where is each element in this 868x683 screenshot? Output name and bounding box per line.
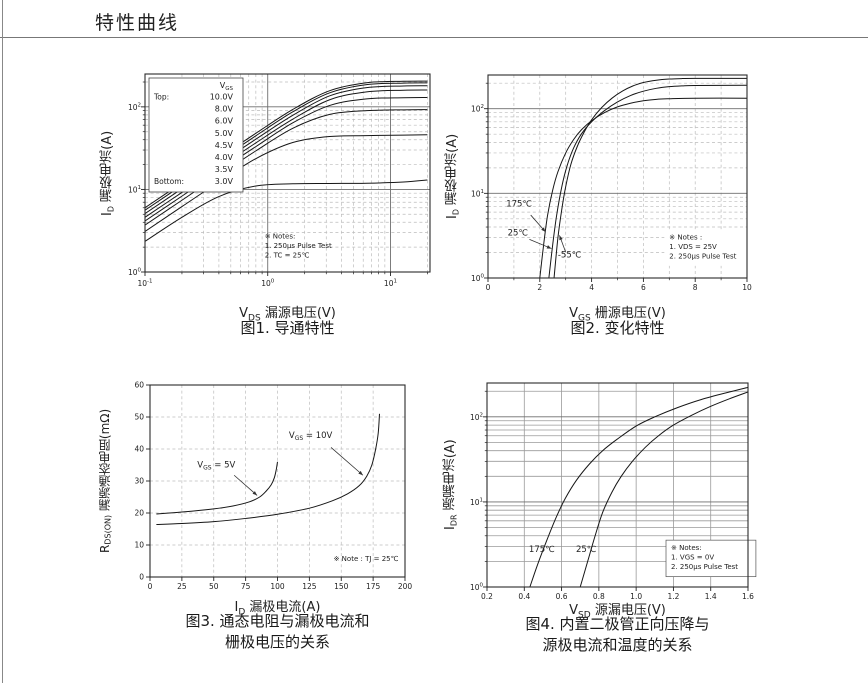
svg-text:0.6: 0.6 (556, 592, 568, 601)
svg-text:25: 25 (177, 582, 187, 591)
svg-text:※ Notes:: ※ Notes: (671, 544, 702, 552)
svg-text:0: 0 (139, 573, 144, 582)
svg-text:1. 250μs Pulse Test: 1. 250μs Pulse Test (265, 242, 332, 250)
svg-text:0.2: 0.2 (481, 592, 493, 601)
figure-4-body-diode: IDR 源漏电流(A) ※ Notes: 1. VGS = 0V 2. 250μs … (435, 370, 775, 680)
svg-text:102: 102 (470, 412, 483, 422)
svg-text:6: 6 (641, 283, 646, 292)
svg-text:0.8: 0.8 (593, 592, 605, 601)
svg-text:4: 4 (589, 283, 594, 292)
chart-canvas-figure-3: ※ Note : TJ = 25℃ VGS = 5V VGS = 10V 0 25 50 7… (134, 381, 413, 591)
svg-text:4.5V: 4.5V (215, 141, 234, 150)
x-axis-label: VGS 栅源电压(V) (569, 306, 666, 324)
svg-text:2: 2 (537, 283, 542, 292)
svg-text:175: 175 (366, 582, 381, 591)
figure-3-rdson-vs-current: RDS(ON) 漏源通态电阻(mΩ) ※ Note : TJ = 25℃ VGS … (95, 370, 435, 680)
figure-caption: 图2. 变化特性 (570, 319, 665, 337)
svg-text:0: 0 (486, 283, 491, 292)
svg-text:150: 150 (334, 582, 349, 591)
svg-text:100: 100 (470, 583, 484, 593)
x-axis-label: VDS 漏源电压(V) (239, 306, 336, 324)
svg-text:3.5V: 3.5V (215, 165, 234, 174)
svg-text:1.0: 1.0 (630, 592, 642, 601)
svg-text:VGS = 5V: VGS = 5V (197, 461, 235, 472)
svg-text:125: 125 (302, 582, 317, 591)
svg-text:40: 40 (134, 445, 144, 454)
svg-text:2. TC = 25℃: 2. TC = 25℃ (265, 251, 310, 259)
svg-text:6.0V: 6.0V (215, 117, 234, 126)
svg-text:VGS: VGS (220, 81, 234, 92)
svg-text:8.0V: 8.0V (215, 105, 234, 114)
svg-text:4.0V: 4.0V (215, 153, 234, 162)
svg-text:8: 8 (693, 283, 698, 292)
horizontal-divider (0, 37, 868, 38)
svg-text:10: 10 (134, 541, 144, 550)
figure-1-output-characteristics: ID 漏极电流(A) ※ Notes: 1. 250μs Pulse Test 2.… (95, 60, 455, 360)
svg-text:1.2: 1.2 (667, 592, 679, 601)
x-axis-label: ID 漏极电流(A) (234, 600, 321, 618)
svg-text:10-1: 10-1 (137, 279, 152, 289)
svg-text:100: 100 (128, 268, 142, 278)
svg-text:100: 100 (270, 582, 285, 591)
svg-text:※ Notes :: ※ Notes : (669, 233, 702, 241)
svg-text:1. VDS = 25V: 1. VDS = 25V (669, 243, 717, 251)
svg-text:5.0V: 5.0V (215, 129, 234, 138)
page-title: 特性曲线 (95, 13, 180, 34)
svg-text:-55℃: -55℃ (558, 251, 582, 261)
chart-canvas-figure-4: ※ Notes: 1. VGS = 0V2. 250μs Pulse Test 17… (470, 382, 757, 601)
svg-text:2. 250μs Pulse Test: 2. 250μs Pulse Test (669, 252, 736, 260)
svg-text:101: 101 (471, 189, 484, 199)
svg-text:1.6: 1.6 (742, 592, 754, 601)
svg-text:200: 200 (398, 582, 413, 591)
svg-text:175℃: 175℃ (506, 200, 532, 210)
svg-text:30: 30 (134, 477, 144, 486)
svg-text:60: 60 (134, 381, 144, 390)
svg-text:25℃: 25℃ (508, 228, 529, 238)
svg-text:101: 101 (384, 279, 397, 289)
vertical-divider (2, 0, 3, 683)
svg-text:10.0V: 10.0V (210, 93, 234, 102)
svg-text:0.4: 0.4 (518, 592, 530, 601)
svg-text:25℃: 25℃ (576, 545, 597, 555)
svg-text:100: 100 (261, 279, 275, 289)
x-axis-label: VSD 源漏电压(V) (569, 603, 666, 621)
svg-text:102: 102 (471, 104, 484, 114)
svg-text:50: 50 (134, 413, 144, 422)
svg-text:20: 20 (134, 509, 144, 518)
svg-text:101: 101 (470, 497, 483, 507)
svg-text:75: 75 (241, 582, 251, 591)
svg-text:101: 101 (128, 185, 141, 195)
svg-text:Bottom:: Bottom: (154, 177, 184, 186)
svg-text:※ Notes:: ※ Notes: (265, 232, 296, 240)
svg-text:102: 102 (128, 102, 141, 112)
svg-text:0: 0 (148, 582, 153, 591)
figure-caption: 图1. 导通特性 (240, 319, 335, 337)
svg-text:Top:: Top: (153, 93, 169, 102)
svg-text:2. 250μs Pulse Test: 2. 250μs Pulse Test (671, 563, 738, 571)
svg-text:100: 100 (471, 274, 485, 284)
figure-caption: 图4. 内置二极管正向压降与 源极电流和温度的关系 (525, 615, 710, 654)
svg-text:1.4: 1.4 (705, 592, 717, 601)
figure-caption: 图3. 通态电阻与漏极电流和 栅极电压的关系 (185, 612, 370, 651)
svg-text:1. VGS = 0V: 1. VGS = 0V (671, 554, 714, 562)
svg-text:175℃: 175℃ (529, 545, 555, 555)
svg-text:50: 50 (209, 582, 219, 591)
svg-text:VGS = 10V: VGS = 10V (289, 431, 333, 442)
figure-2-transfer-characteristics: ID 漏极电流(A) ※ Notes :1. VDS = 25V 2. 250μs… (440, 60, 780, 360)
svg-text:※ Note : TJ = 25℃: ※ Note : TJ = 25℃ (334, 555, 399, 563)
svg-text:3.0V: 3.0V (215, 177, 234, 186)
svg-text:10: 10 (742, 283, 752, 292)
